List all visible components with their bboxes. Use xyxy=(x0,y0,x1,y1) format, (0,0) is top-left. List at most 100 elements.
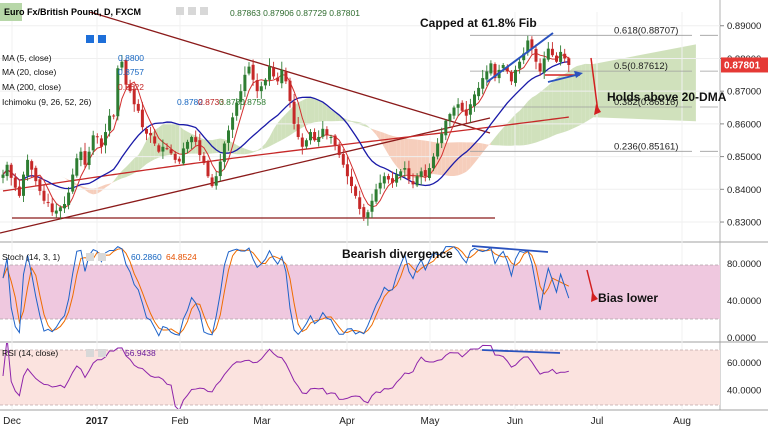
x-axis-labels: Dec 2017 Feb Mar Apr May Jun Jul Aug xyxy=(3,416,691,427)
ichimoku-value-4: 0.8758 xyxy=(240,97,266,107)
stoch-gear-icon[interactable] xyxy=(98,253,106,261)
candle xyxy=(42,184,46,205)
ichimoku-cloud-segment xyxy=(126,162,131,178)
candle xyxy=(493,62,497,82)
candle-body xyxy=(99,138,103,147)
candle xyxy=(214,171,218,190)
candle-body xyxy=(210,177,214,187)
annotation-capped: Capped at 61.8% Fib xyxy=(420,16,537,30)
ichimoku-cloud-segment xyxy=(347,119,352,122)
ichimoku-cloud-segment xyxy=(462,142,467,174)
ichimoku-cloud-segment xyxy=(499,127,504,146)
candle xyxy=(514,65,517,87)
candle-body xyxy=(5,164,9,177)
candle xyxy=(341,149,345,168)
settings-toggle[interactable] xyxy=(188,7,196,15)
gear-icon[interactable] xyxy=(98,35,106,43)
close-toggle[interactable] xyxy=(200,7,208,15)
candle xyxy=(415,173,419,188)
ichimoku-cloud-segment xyxy=(511,114,516,146)
candle xyxy=(432,153,435,172)
candle xyxy=(550,42,554,57)
visibility-toggle[interactable] xyxy=(176,7,184,15)
candle-body xyxy=(46,202,50,204)
candle-body xyxy=(399,171,403,177)
candle xyxy=(366,209,370,226)
candle xyxy=(399,168,403,181)
candle-body xyxy=(292,101,296,124)
candle xyxy=(87,146,91,170)
candle-body xyxy=(128,84,132,92)
candle xyxy=(194,130,198,146)
candle xyxy=(403,161,407,178)
candle-body xyxy=(259,86,263,92)
price-tick-label: 0.87000 xyxy=(727,87,761,98)
rsi-band xyxy=(0,350,720,405)
price-tick-label: 0.83000 xyxy=(727,218,761,229)
candle-body xyxy=(157,145,161,152)
candle-body xyxy=(296,124,300,137)
candle xyxy=(272,61,276,79)
candle-body xyxy=(104,132,107,146)
ichimoku-cloud-segment xyxy=(507,118,512,146)
candle xyxy=(329,134,333,144)
time-tick-label: Mar xyxy=(253,416,271,427)
candle xyxy=(407,160,411,184)
ohlc-values: 0.87863 0.87906 0.87729 0.87801 xyxy=(230,8,360,18)
ma200-label: MA (200, close) xyxy=(2,82,61,92)
candle xyxy=(542,51,546,79)
ichimoku-cloud-segment xyxy=(138,148,143,172)
ichimoku-cloud-segment xyxy=(474,142,479,163)
candle-body xyxy=(38,179,42,191)
ichimoku-cloud-segment xyxy=(589,63,594,120)
eye-icon[interactable] xyxy=(86,35,94,43)
candle-body xyxy=(468,104,472,115)
candle xyxy=(222,141,226,170)
candle xyxy=(30,159,34,178)
rsi-eye-icon[interactable] xyxy=(86,349,94,357)
candle-body xyxy=(407,168,411,180)
ma5-label: MA (5, close) xyxy=(2,53,52,63)
candle xyxy=(54,203,58,218)
candle xyxy=(22,171,25,203)
ichimoku-cloud-segment xyxy=(249,150,254,154)
candle-body xyxy=(218,161,222,177)
candle xyxy=(378,174,382,195)
ichimoku-cloud-segment xyxy=(445,142,450,177)
candle xyxy=(218,153,222,182)
candle-body xyxy=(423,170,427,177)
candle-body xyxy=(124,59,128,85)
stoch-band xyxy=(0,265,720,319)
ichimoku-cloud-segment xyxy=(421,140,426,179)
candle xyxy=(17,180,21,198)
ichimoku-cloud-segment xyxy=(113,175,118,183)
symbol-title: Euro Fx/British Pound, D, FXCM xyxy=(4,7,141,17)
ma-arrow-shaft xyxy=(547,73,581,83)
fib-levels: 0.618(0.88707) 0.5(0.87612) 0.382(0.86516)… xyxy=(470,25,718,152)
candle-body xyxy=(116,68,120,117)
candle-body xyxy=(350,176,353,187)
ichimoku-cloud-segment xyxy=(146,134,151,165)
candle xyxy=(108,109,112,137)
candle xyxy=(91,130,95,155)
ichimoku-cloud-segment xyxy=(564,71,569,132)
candle xyxy=(555,52,558,64)
ichimoku-cloud-segment xyxy=(60,176,65,178)
candle xyxy=(485,65,489,86)
rsi-line xyxy=(2,343,569,409)
rsi-gear-icon[interactable] xyxy=(98,349,106,357)
stoch-tick-label: 0.0000 xyxy=(727,333,756,344)
ichimoku-cloud-segment xyxy=(97,186,102,194)
candle-body xyxy=(526,40,530,53)
candle xyxy=(489,60,493,76)
candle-body xyxy=(153,136,157,144)
candle-body xyxy=(239,91,243,102)
candle xyxy=(235,98,239,121)
symbol-badge xyxy=(0,3,22,21)
candle xyxy=(132,84,136,112)
candle-body xyxy=(231,117,235,130)
candle xyxy=(382,172,386,189)
stoch-eye-icon[interactable] xyxy=(86,253,94,261)
ma20-label: MA (20, close) xyxy=(2,67,56,77)
